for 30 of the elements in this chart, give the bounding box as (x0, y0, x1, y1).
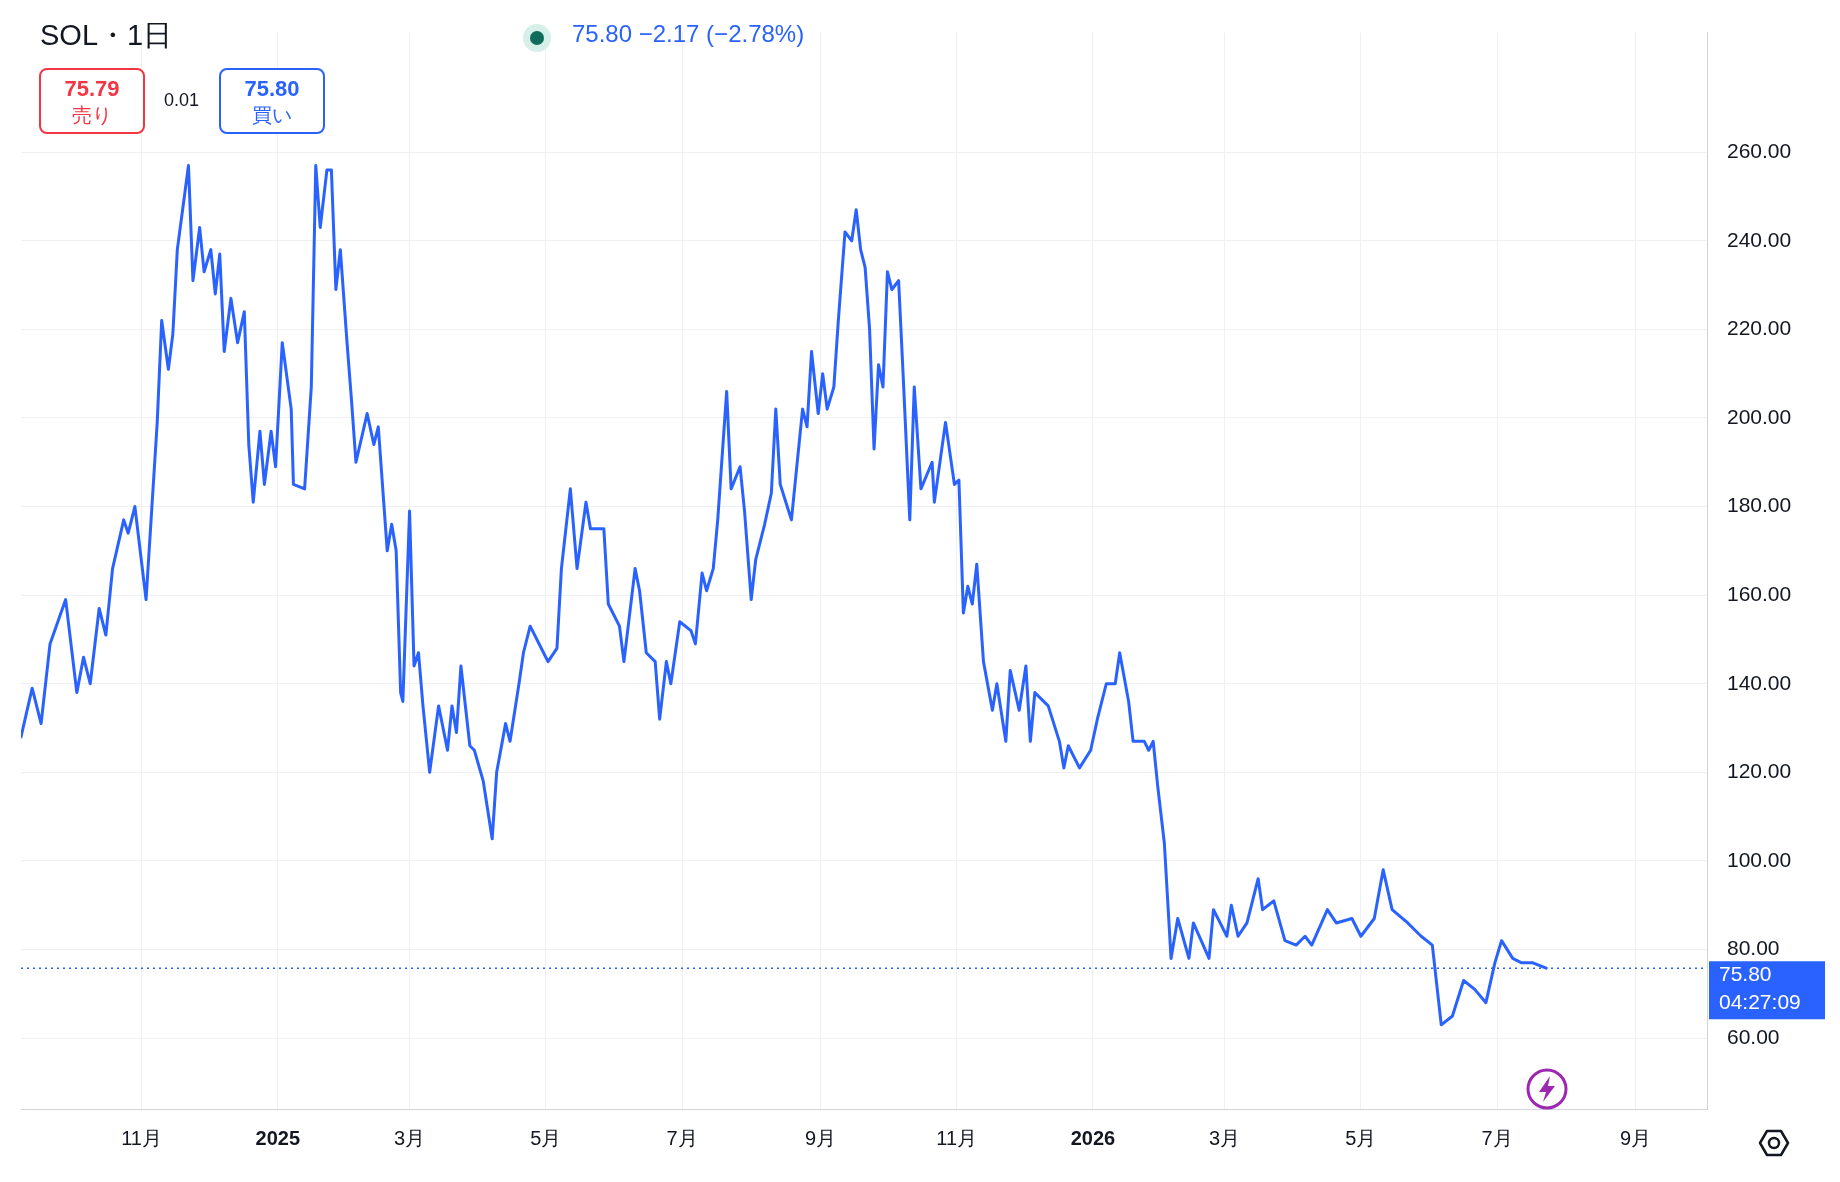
chart-title: SOL・1日 (40, 18, 173, 53)
y-tick-label: 80.00 (1727, 936, 1780, 960)
text: 04:27:09 (1719, 989, 1801, 1013)
x-tick-label: 9月 (1619, 1126, 1652, 1149)
x-tick-label: 7月 (666, 1126, 698, 1149)
y-tick-label: 120.00 (1727, 759, 1792, 783)
x-tick-label: 5月 (530, 1126, 562, 1149)
x-tick-label: 11月 (936, 1126, 978, 1149)
x-tick-label: 11月 (121, 1126, 162, 1149)
annotation: 0.01 (164, 90, 200, 111)
y-tick-label: 240.00 (1727, 227, 1792, 251)
y-tick-label: 140.00 (1727, 670, 1792, 694)
x-tick-label: 3月 (394, 1126, 426, 1149)
y-tick-label: 260.00 (1727, 139, 1792, 162)
y-tick-label: 220.00 (1727, 316, 1792, 340)
y-tick-label: 180.00 (1727, 493, 1792, 517)
x-tick-label: 5月 (1345, 1126, 1377, 1149)
y-tick-label: 100.00 (1727, 847, 1792, 871)
x-tick-label: 9月 (804, 1126, 837, 1149)
y-tick-label: 60.00 (1727, 1024, 1780, 1048)
ref-line-label: 75.80 (1719, 961, 1772, 985)
x-tick-label: 2025 (255, 1126, 301, 1149)
chart-subtitle: 75.80 −2.17 (−2.78%) (572, 20, 805, 48)
x-tick-label: 7月 (1481, 1126, 1513, 1149)
annotation: 75.80 買い (243, 76, 301, 128)
annotation: 75.79 売り (63, 76, 121, 128)
x-tick-label: 3月 (1209, 1126, 1241, 1149)
y-tick-label: 200.00 (1727, 404, 1792, 428)
y-tick-label: 160.00 (1727, 581, 1792, 605)
x-tick-label: 2026 (1070, 1126, 1116, 1149)
